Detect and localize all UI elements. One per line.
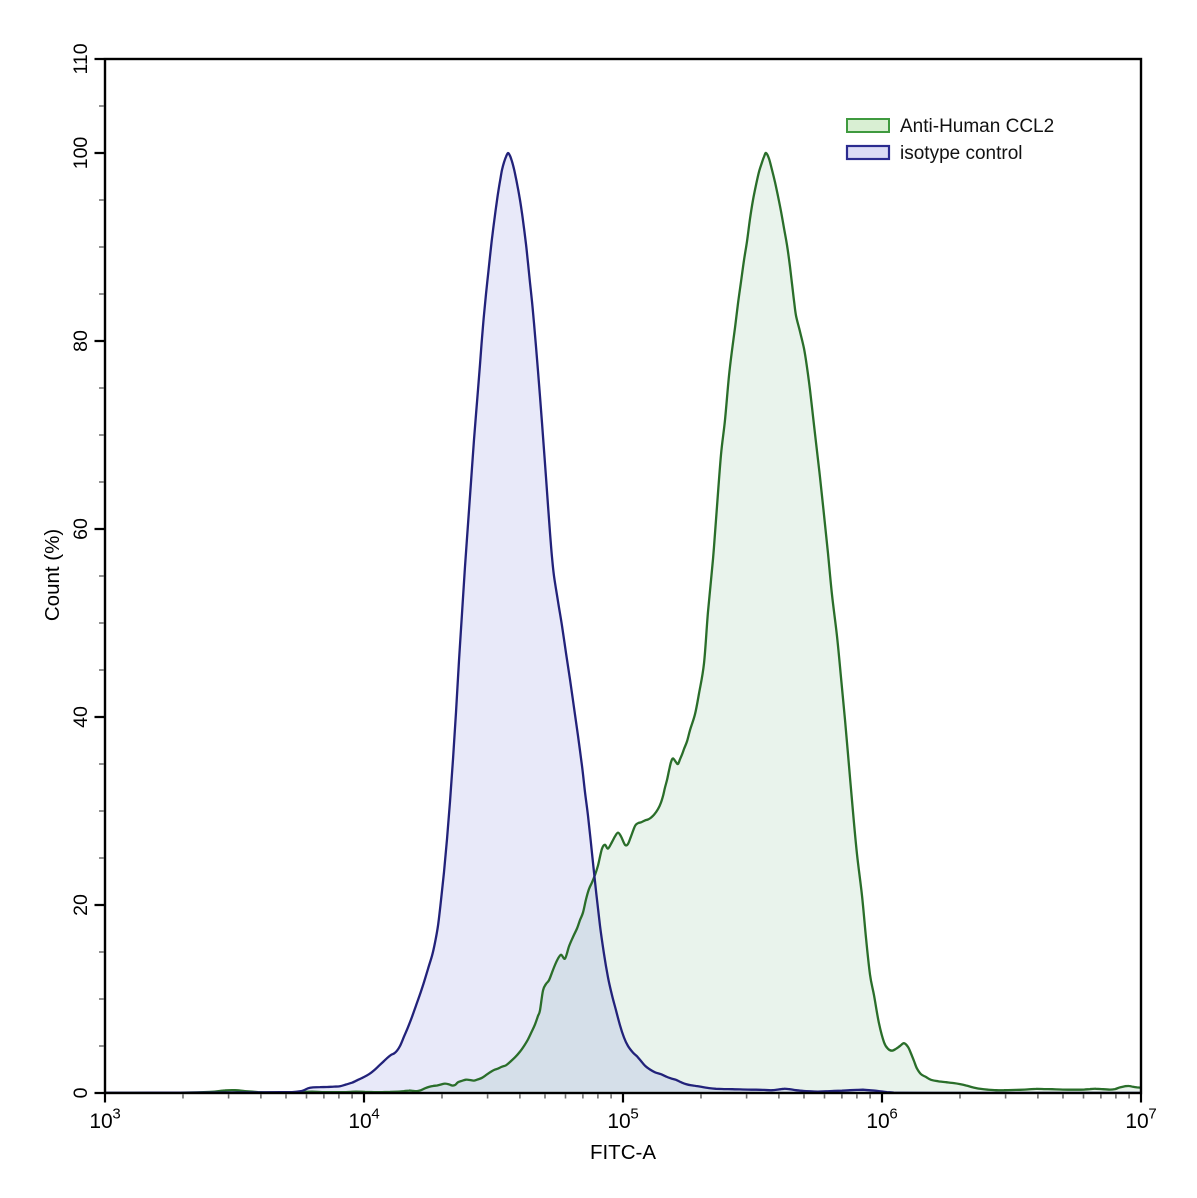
svg-text:20: 20 <box>70 894 92 916</box>
svg-text:isotype control: isotype control <box>900 143 1023 164</box>
svg-text:10: 10 <box>866 1110 889 1133</box>
svg-text:0: 0 <box>70 1087 92 1098</box>
svg-text:3: 3 <box>112 1106 120 1123</box>
svg-text:10: 10 <box>89 1110 112 1133</box>
svg-text:4: 4 <box>371 1106 379 1123</box>
svg-text:5: 5 <box>630 1106 638 1123</box>
svg-text:7: 7 <box>1148 1106 1156 1123</box>
svg-text:10: 10 <box>607 1110 630 1133</box>
svg-text:60: 60 <box>70 518 92 540</box>
svg-text:10: 10 <box>348 1110 371 1133</box>
svg-text:40: 40 <box>70 706 92 728</box>
svg-text:80: 80 <box>70 330 92 352</box>
svg-text:100: 100 <box>70 137 92 170</box>
svg-text:10: 10 <box>1125 1110 1148 1133</box>
svg-text:FITC-A: FITC-A <box>590 1141 656 1164</box>
svg-text:6: 6 <box>889 1106 897 1123</box>
svg-text:Anti-Human CCL2: Anti-Human CCL2 <box>900 116 1054 137</box>
svg-text:110: 110 <box>70 43 92 74</box>
svg-text:Count (%): Count (%) <box>41 529 64 621</box>
